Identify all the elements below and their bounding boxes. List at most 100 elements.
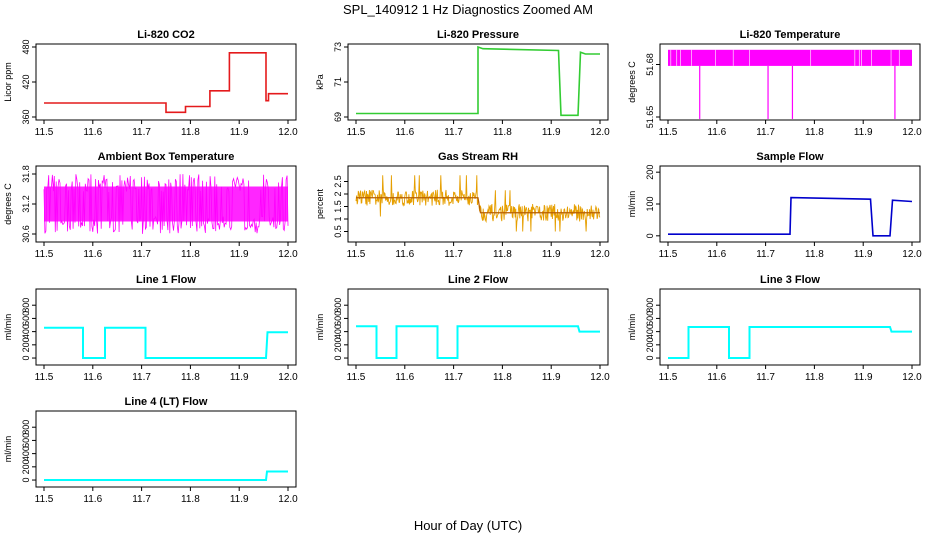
y-tick-label: 400: [21, 324, 31, 339]
y-tick-label: 69: [333, 112, 343, 122]
x-tick-label: 11.9: [542, 127, 561, 138]
x-tick-label: 11.6: [707, 249, 726, 260]
series-line: [43, 174, 289, 234]
figure-title: SPL_140912 1 Hz Diagnostics Zoomed AM: [342, 2, 594, 17]
panel-8: Line 3 Flow 11.5 11.6 11.7 11.8 11.9 12.0 0 2004…: [627, 274, 922, 383]
plot-frame: [659, 288, 921, 366]
panel-2: Li-820 Temperature 11.5 11.6 11.7 11.8 11.9 12…: [627, 29, 922, 138]
x-tick-label: 11.9: [230, 372, 249, 383]
plot-frame: [347, 165, 609, 243]
y-tick-label: 360: [21, 109, 31, 124]
y-tick-label: 800: [645, 298, 655, 313]
x-tick-label: 11.8: [805, 372, 824, 383]
y-tick-label: 73: [333, 42, 343, 52]
plot-frame: [659, 43, 921, 121]
x-tick-label: 11.5: [659, 249, 678, 260]
y-tick-label: 800: [333, 298, 343, 313]
y-axis-label: ml/min: [627, 314, 637, 341]
panel-0: Li-820 CO2 11.5 11.6 11.7 11.8 11.9 12.0 360 420…: [3, 29, 298, 138]
x-tick-label: 12.0: [278, 249, 298, 260]
y-tick-label: 480: [21, 39, 31, 54]
panel-9: Line 4 (LT) Flow 11.5 11.6 11.7 11.8 11.9 12.0…: [3, 396, 298, 505]
y-tick-label: 0: [21, 478, 31, 483]
x-tick-label: 11.7: [132, 494, 151, 505]
series-line: [44, 326, 288, 359]
panel-6: Line 1 Flow 11.5 11.6 11.7 11.8 11.9 12.0 0 2004…: [3, 274, 298, 383]
y-tick-label: 800: [21, 420, 31, 435]
x-tick-label: 11.8: [493, 127, 512, 138]
y-tick-label: 600: [21, 433, 31, 448]
panel-title: Li-820 Pressure: [437, 29, 519, 41]
y-tick-label: 0.5: [333, 225, 343, 238]
series-line: [356, 45, 600, 117]
x-tick-label: 11.5: [347, 249, 366, 260]
x-tick-label: 12.0: [902, 372, 922, 383]
x-tick-label: 11.5: [347, 372, 366, 383]
y-tick-label: 1.5: [333, 200, 343, 213]
y-tick-label: 600: [645, 311, 655, 326]
x-tick-label: 12.0: [278, 494, 298, 505]
y-axis-label: degrees C: [3, 183, 13, 225]
x-tick-label: 11.5: [35, 249, 54, 260]
y-axis-label: ml/min: [315, 314, 325, 341]
x-tick-label: 11.9: [854, 127, 873, 138]
x-tick-label: 11.8: [181, 494, 200, 505]
y-tick-label: 51.65: [645, 106, 655, 129]
y-axis-label: degrees C: [627, 61, 637, 103]
series-line: [44, 470, 288, 481]
panel-title: Line 3 Flow: [760, 274, 820, 286]
x-tick-label: 11.7: [444, 127, 463, 138]
plot-frame: [35, 410, 297, 488]
x-tick-label: 11.9: [542, 249, 561, 260]
x-tick-label: 11.6: [83, 372, 102, 383]
y-tick-label: 0: [645, 356, 655, 361]
x-tick-label: 12.0: [902, 249, 922, 260]
x-tick-label: 11.8: [805, 127, 824, 138]
panel-title: Line 1 Flow: [136, 274, 196, 286]
y-axis-label: kPa: [315, 74, 325, 90]
x-tick-label: 11.6: [707, 372, 726, 383]
y-axis-label: ml/min: [3, 436, 13, 463]
panel-3: Ambient Box Temperature 11.5 11.6 11.7 11.8 1…: [3, 151, 298, 260]
x-tick-label: 11.6: [395, 127, 414, 138]
y-tick-label: 100: [645, 196, 655, 211]
x-tick-label: 11.9: [854, 249, 873, 260]
y-tick-label: 31.8: [21, 165, 31, 183]
y-tick-label: 600: [333, 311, 343, 326]
series-mean: [356, 197, 600, 214]
panel-title: Sample Flow: [756, 151, 824, 163]
y-tick-label: 2.5: [333, 175, 343, 188]
x-tick-label: 11.7: [444, 249, 463, 260]
y-tick-label: 600: [21, 311, 31, 326]
x-tick-label: 11.8: [181, 372, 200, 383]
x-tick-label: 11.8: [493, 372, 512, 383]
x-tick-label: 11.7: [756, 249, 775, 260]
x-tick-label: 11.8: [181, 127, 200, 138]
y-tick-label: 71: [333, 77, 343, 87]
series-line: [355, 175, 601, 232]
y-tick-label: 400: [21, 446, 31, 461]
x-tick-label: 11.5: [35, 372, 54, 383]
series-line: [356, 325, 600, 359]
y-tick-label: 800: [21, 298, 31, 313]
y-tick-label: 400: [645, 324, 655, 339]
x-tick-label: 11.6: [83, 494, 102, 505]
x-tick-label: 11.6: [83, 249, 102, 260]
y-tick-label: 0: [645, 233, 655, 238]
x-tick-label: 11.5: [35, 127, 54, 138]
x-tick-label: 11.6: [395, 249, 414, 260]
x-tick-label: 11.8: [805, 249, 824, 260]
y-tick-label: 30.6: [21, 225, 31, 243]
panel-title: Li-820 Temperature: [740, 29, 841, 41]
x-tick-label: 11.8: [493, 249, 512, 260]
panel-5: Sample Flow 11.5 11.6 11.7 11.8 11.9 12.0 0 100 2…: [627, 151, 922, 260]
series-line: [44, 52, 288, 114]
x-tick-label: 11.9: [230, 494, 249, 505]
x-tick-label: 11.9: [854, 372, 873, 383]
x-tick-label: 11.7: [132, 127, 151, 138]
x-tick-label: 11.5: [659, 127, 678, 138]
x-tick-label: 12.0: [902, 127, 922, 138]
y-axis-label: ml/min: [3, 314, 13, 341]
